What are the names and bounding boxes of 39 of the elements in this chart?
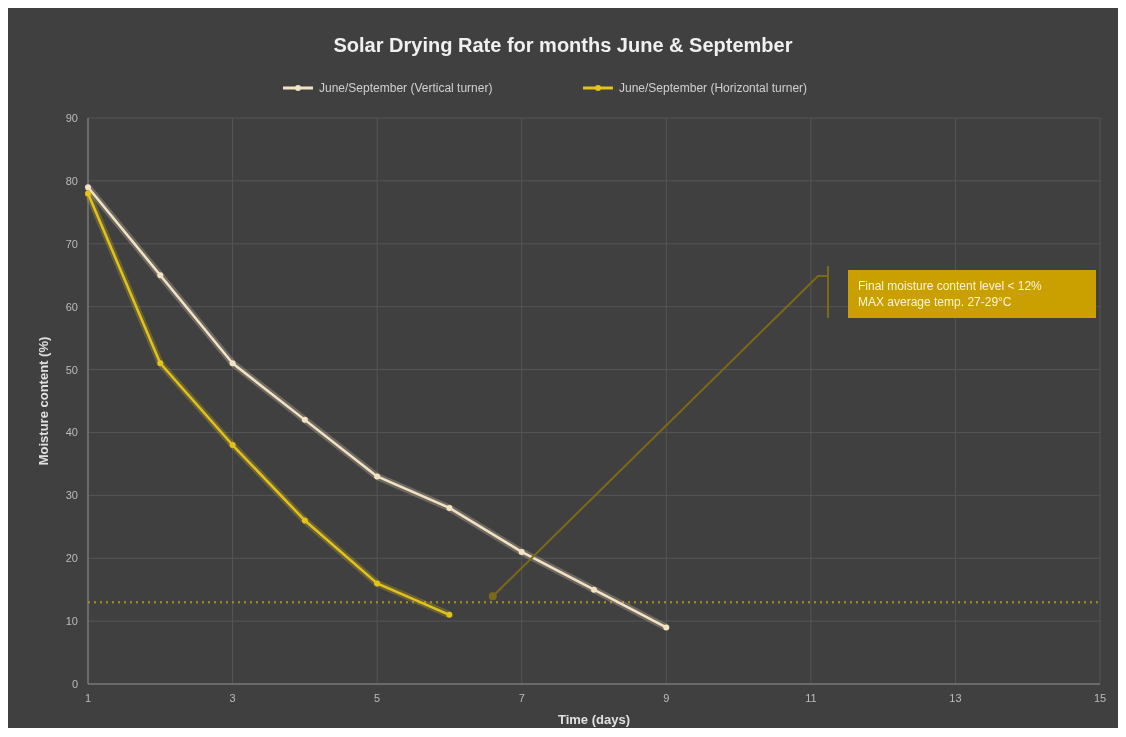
y-tick-label: 0 bbox=[71, 678, 78, 690]
y-tick-label: 30 bbox=[65, 489, 78, 502]
chart-title: Solar Drying Rate for months June & September bbox=[333, 34, 793, 56]
point bbox=[663, 624, 670, 631]
y-tick-label: 40 bbox=[65, 426, 78, 439]
point bbox=[85, 184, 91, 191]
legend-label: June/September (Horizontal turner) bbox=[619, 81, 808, 95]
legend-label: June/September (Vertical turner) bbox=[319, 81, 493, 95]
y-tick-label: 90 bbox=[65, 112, 78, 124]
y-tick-label: 20 bbox=[65, 552, 78, 565]
point bbox=[374, 580, 381, 587]
y-tick-label: 70 bbox=[65, 237, 78, 250]
point bbox=[301, 416, 308, 423]
x-tick-label: 5 bbox=[374, 692, 381, 704]
point bbox=[301, 517, 308, 524]
x-tick-label: 3 bbox=[229, 692, 236, 704]
point bbox=[85, 190, 91, 197]
x-axis-title: Time (days) bbox=[557, 712, 631, 727]
point bbox=[446, 611, 453, 618]
point bbox=[229, 442, 236, 449]
point bbox=[591, 586, 597, 593]
y-tick-label: 10 bbox=[65, 615, 78, 628]
x-tick-label: 15 bbox=[1093, 692, 1107, 704]
x-tick-label: 11 bbox=[805, 692, 817, 704]
y-tick-label: 80 bbox=[65, 174, 78, 187]
x-tick-label: 13 bbox=[949, 692, 962, 704]
point bbox=[518, 548, 525, 555]
annotation: Final moisture content level < 12% MAX average temp. 27-29°C bbox=[858, 279, 1043, 309]
point bbox=[157, 360, 164, 367]
y-axis-title: Moisture content (%) bbox=[36, 336, 51, 466]
point bbox=[374, 473, 381, 480]
y-tick-label: 50 bbox=[65, 363, 78, 376]
x-tick-label: 1 bbox=[84, 692, 92, 704]
x-tick-label: 9 bbox=[663, 692, 670, 704]
point bbox=[157, 272, 164, 279]
point bbox=[446, 504, 453, 511]
x-tick-label: 7 bbox=[518, 692, 525, 704]
y-tick-label: 60 bbox=[65, 300, 78, 313]
point bbox=[229, 360, 236, 367]
